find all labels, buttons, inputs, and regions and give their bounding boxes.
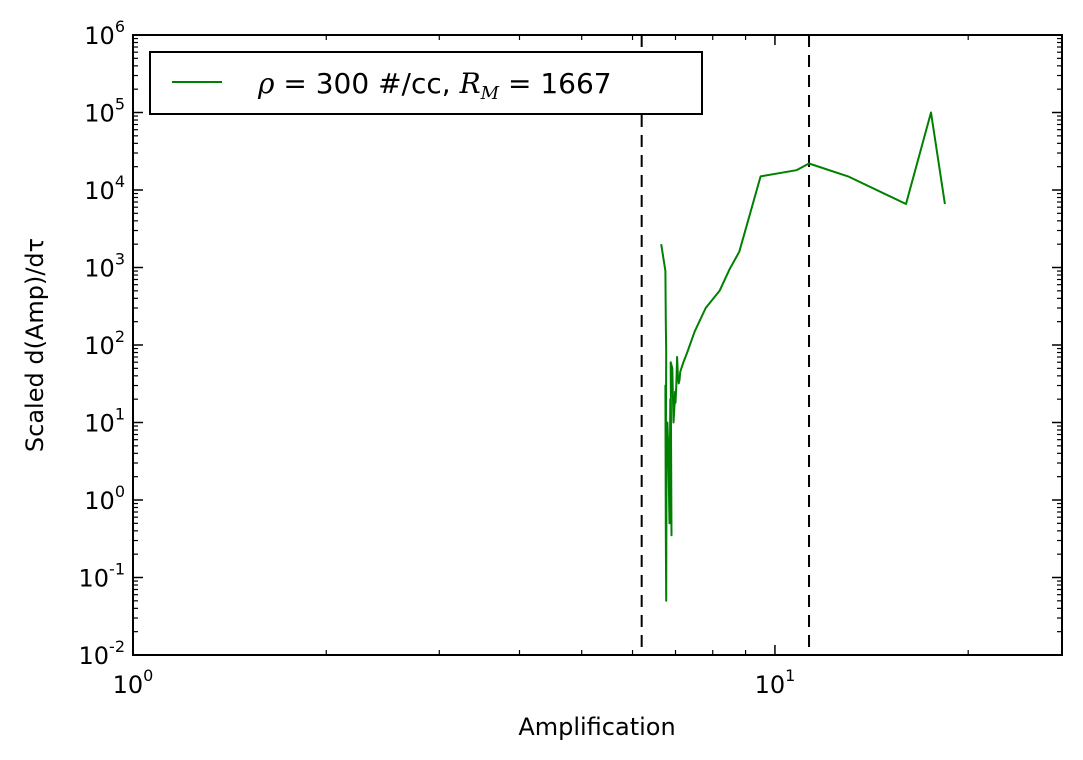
y-tick-label: 101 xyxy=(84,405,125,438)
legend-rm-text: = 1667 xyxy=(499,67,612,100)
y-tick-label: 102 xyxy=(84,327,125,360)
y-tick-label: 106 xyxy=(84,17,125,50)
y-axis-label: Scaled d(Amp)/dτ xyxy=(21,238,49,452)
x-axis-label: Amplification xyxy=(518,713,675,741)
plot-frame xyxy=(132,34,1063,656)
legend: ρ = 300 #/cc, RM = 1667 xyxy=(149,51,703,115)
tick-labels: 100 101 10-2 10-1 100 101 102 103 104 105 106 xyxy=(79,17,796,699)
legend-rho-symbol: ρ xyxy=(257,67,275,100)
legend-label: ρ = 300 #/cc, RM = 1667 xyxy=(257,67,612,104)
legend-box xyxy=(149,51,703,115)
y-tick-label: 10-2 xyxy=(79,637,126,670)
legend-rm-symbol: R xyxy=(459,67,481,100)
y-tick-label: 10-1 xyxy=(79,560,126,593)
x-tick-label: 100 xyxy=(113,666,154,699)
legend-rm-sub: M xyxy=(480,83,500,104)
y-tick-label: 105 xyxy=(84,95,125,128)
y-tick-label: 100 xyxy=(84,482,125,515)
legend-rho-text: = 300 #/cc, xyxy=(274,67,459,100)
y-tick-label: 104 xyxy=(84,172,125,205)
series-line xyxy=(660,111,946,602)
series-layer xyxy=(660,111,946,602)
x-tick-label: 101 xyxy=(755,666,796,699)
plot-background xyxy=(133,35,1062,655)
reference-lines xyxy=(640,35,811,655)
y-tick-label: 103 xyxy=(84,250,125,283)
